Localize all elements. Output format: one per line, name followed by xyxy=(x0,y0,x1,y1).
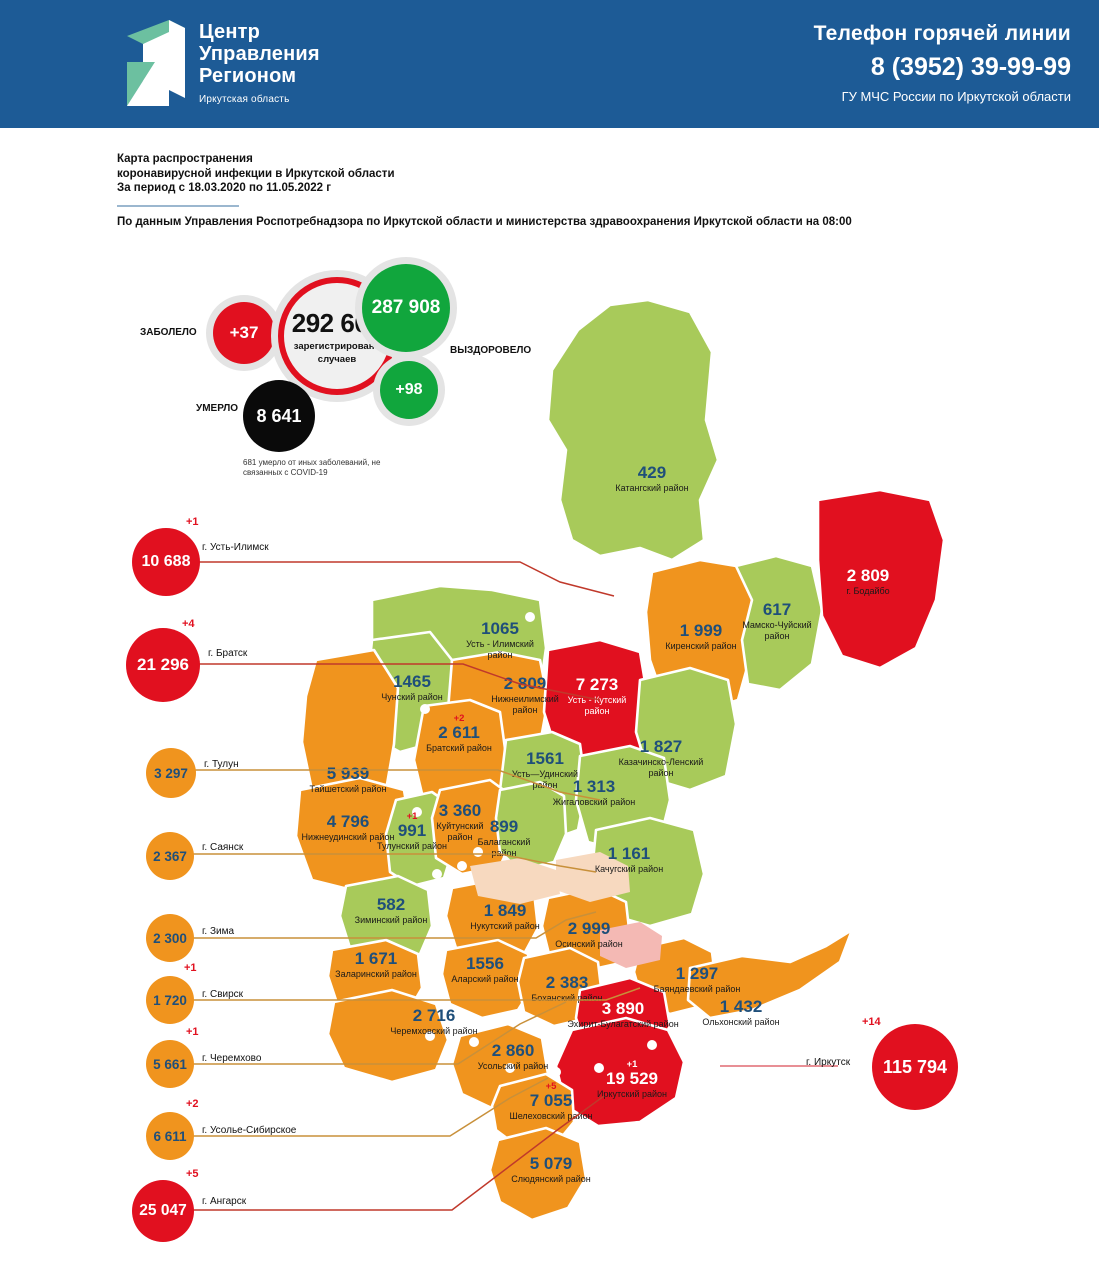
logo-line-1: Центр xyxy=(199,21,261,43)
city-circle-svirsk[interactable]: 1 720 xyxy=(146,976,194,1024)
hotline-title: Телефон горячей линии xyxy=(813,22,1071,45)
cur-logo-icon xyxy=(125,18,187,106)
recovered-new-bubble: +98 xyxy=(380,361,438,419)
data-source-note: По данным Управления Роспотребнадзора по… xyxy=(117,215,852,228)
label-sick: ЗАБОЛЕЛО xyxy=(140,327,197,338)
city-name-cheremkhovo: г. Черемхово xyxy=(202,1053,262,1064)
page-title: Карта распространения коронавирусной инф… xyxy=(117,152,852,228)
city-name-usolye-sibirskoye: г. Усолье-Сибирское xyxy=(202,1125,297,1136)
city-circle-angarsk[interactable]: 25 047 xyxy=(132,1180,194,1242)
title-line-3: За период с 18.03.2020 по 11.05.2022 г xyxy=(117,182,332,194)
died-total-bubble: 8 641 xyxy=(243,380,315,452)
total-cases-caption-2: случаев xyxy=(317,353,357,365)
city-name-tulun: г. Тулун xyxy=(204,759,239,770)
label-died: УМЕРЛО xyxy=(196,403,239,414)
city-plus-irkutsk: +14 xyxy=(862,1016,881,1028)
city-plus-usolye-sibirskoye: +2 xyxy=(186,1098,199,1110)
city-name-bratsk: г. Братск xyxy=(208,648,248,659)
other-deaths-note: 681 умерло от иных заболеваний, не связа… xyxy=(243,458,381,477)
city-plus-bratsk: +4 xyxy=(182,618,195,630)
city-circle-irkutsk[interactable]: 115 794 xyxy=(872,1024,958,1110)
recovered-total-bubble: 287 908 xyxy=(362,264,450,352)
total-cases-caption-1: зарегистрировано xyxy=(293,340,381,352)
title-divider xyxy=(117,204,239,207)
city-plus-cheremkhovo: +1 xyxy=(186,1026,199,1038)
hotline-number: 8 (3952) 39-99-99 xyxy=(870,53,1071,81)
city-name-zima: г. Зима xyxy=(202,926,235,937)
city-name-ust-ilimsk: г. Усть-Илимск xyxy=(202,542,269,553)
logo-text: Центр Управления Регионом Иркутская обла… xyxy=(199,18,320,105)
title-line-1: Карта распространения xyxy=(117,153,253,165)
title-line-2: коронавирусной инфекции в Иркутской обла… xyxy=(117,167,395,180)
city-circle-ust-ilimsk[interactable]: 10 688 xyxy=(132,528,200,596)
city-plus-ust-ilimsk: +1 xyxy=(186,516,199,528)
city-circle-tulun[interactable]: 3 297 xyxy=(146,748,196,798)
city-plus-svirsk: +1 xyxy=(184,962,197,974)
new-cases-bubble: +37 xyxy=(213,302,275,364)
city-name-sayansk: г. Саянск xyxy=(202,842,244,853)
logo: Центр Управления Регионом Иркутская обла… xyxy=(125,18,320,106)
logo-line-3: Регионом xyxy=(199,65,297,87)
hotline-organization: ГУ МЧС России по Иркутской области xyxy=(841,89,1071,104)
city-circle-bratsk[interactable]: 21 296 xyxy=(126,628,200,702)
city-name-irkutsk: г. Иркутск xyxy=(806,1057,851,1068)
city-name-svirsk: г. Свирск xyxy=(202,989,244,1000)
city-circle-sayansk[interactable]: 2 367 xyxy=(146,832,194,880)
logo-line-2: Управления xyxy=(199,43,320,65)
city-plus-angarsk: +5 xyxy=(186,1168,199,1180)
page-header: Центр Управления Регионом Иркутская обла… xyxy=(0,0,1099,128)
hotline-block: Телефон горячей линии 8 (3952) 39-99-99 … xyxy=(814,22,1071,104)
logo-subtitle: Иркутская область xyxy=(199,94,290,105)
city-circle-zima[interactable]: 2 300 xyxy=(146,914,194,962)
city-circle-usolye-sibirskoye[interactable]: 6 611 xyxy=(146,1112,194,1160)
label-recovered: ВЫЗДОРОВЕЛО xyxy=(450,345,532,356)
city-circle-cheremkhovo[interactable]: 5 661 xyxy=(146,1040,194,1088)
city-name-angarsk: г. Ангарск xyxy=(202,1196,247,1207)
